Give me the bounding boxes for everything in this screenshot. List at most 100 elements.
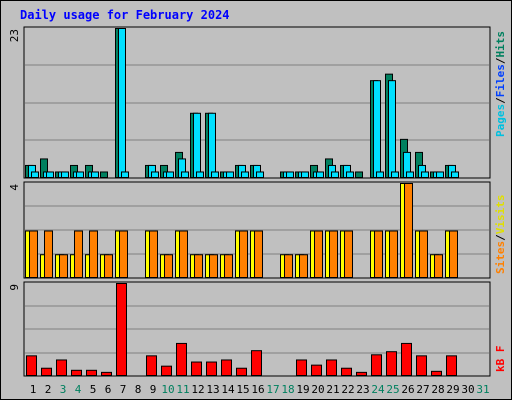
x-tick-label-day-15: 15 [236,383,249,396]
bar-kbytes-day-28 [431,370,442,377]
bar-kbytes-day-29 [446,355,457,377]
bar-pages-day-24 [376,171,384,178]
x-tick-label-day-25: 25 [386,383,399,396]
legend-entry: Sites [494,241,507,274]
bar-hits-day-23 [355,171,363,178]
bar-sites-day-25 [389,230,398,278]
bar-pages-day-3 [61,171,69,178]
bar-pages-day-21 [331,171,339,178]
y-max-label-kbytes: 9 [8,284,21,291]
bar-sites-day-29 [449,230,458,278]
bar-kbytes-day-9 [146,355,157,377]
bar-pages-day-5 [91,171,99,178]
bar-kbytes-day-13 [206,361,217,376]
bar-kbytes-day-6 [101,371,112,377]
bar-kbytes-day-10 [161,365,172,376]
legend-entry: kB F [494,346,507,373]
bar-sites-day-26 [404,183,413,278]
bar-kbytes-day-25 [386,351,397,377]
y-max-label-visits-sites: 4 [8,184,21,191]
legend-entry: Pages [494,104,507,137]
bar-sites-day-9 [149,230,158,278]
bar-kbytes-day-24 [371,354,382,376]
bar-pages-day-19 [301,171,309,178]
legend-entry: Visits [494,195,507,235]
bar-sites-day-16 [254,230,263,278]
legend-pages-files-hits: Pages/Files/Hits [494,31,507,137]
bar-kbytes-day-11 [176,342,187,376]
bar-sites-day-15 [239,230,248,278]
bar-sites-day-22 [344,230,353,278]
legend-entry: / [494,97,507,104]
x-tick-label-day-14: 14 [221,383,235,396]
bar-kbytes-day-20 [311,364,322,376]
bar-pages-day-7 [121,171,129,178]
bar-kbytes-day-26 [401,342,412,376]
bar-kbytes-day-22 [341,367,352,377]
bar-pages-day-4 [76,171,84,178]
bar-files-day-24 [373,80,381,178]
bar-pages-day-27 [421,171,429,178]
x-tick-label-day-7: 7 [120,383,127,396]
bar-pages-day-16 [256,171,264,178]
bar-pages-day-20 [316,171,324,178]
bar-sites-day-24 [374,230,383,278]
bar-pages-day-2 [46,171,54,178]
bar-sites-day-14 [224,254,233,278]
bar-pages-day-12 [196,171,204,178]
x-tick-label-day-8: 8 [135,383,142,396]
x-tick-label-day-23: 23 [356,383,369,396]
bar-sites-day-12 [194,254,203,278]
bar-pages-day-11 [181,171,189,178]
bar-kbytes-day-2 [41,367,52,377]
bar-hits-day-6 [100,171,108,178]
x-tick-label-day-27: 27 [416,383,429,396]
legend-visits-sites: Sites/Visits [494,195,507,275]
legend-entry: Files [494,64,507,97]
bar-kbytes-day-12 [191,361,202,376]
bar-sites-day-3 [59,254,68,278]
x-tick-label-day-12: 12 [191,383,204,396]
x-tick-label-day-10: 10 [161,383,174,396]
bar-kbytes-day-16 [251,350,262,376]
x-tick-label-day-24: 24 [371,383,385,396]
bar-files-day-7 [118,28,126,178]
x-tick-label-day-5: 5 [90,383,97,396]
bar-sites-day-7 [119,230,128,278]
bar-sites-day-27 [419,230,428,278]
bar-kbytes-day-27 [416,355,427,377]
legend-entry: Hits [494,31,507,58]
bar-files-day-25 [388,80,396,178]
legend-entry: / [494,57,507,64]
bar-sites-day-10 [164,254,173,278]
bar-files-day-12 [193,112,201,178]
bar-pages-day-25 [391,171,399,178]
bar-sites-day-1 [29,230,38,278]
bar-pages-day-9 [151,171,159,178]
bar-sites-day-20 [314,230,323,278]
bar-sites-day-5 [89,230,98,278]
bar-pages-day-13 [211,171,219,178]
x-tick-label-day-26: 26 [401,383,414,396]
bar-pages-day-10 [166,171,174,178]
bar-kbytes-day-23 [356,371,367,377]
x-tick-label-day-3: 3 [60,383,67,396]
bar-pages-day-14 [226,171,234,178]
bar-kbytes-day-21 [326,359,337,377]
bar-sites-day-19 [299,254,308,278]
x-tick-label-day-21: 21 [326,383,339,396]
bar-sites-day-13 [209,254,218,278]
bar-sites-day-11 [179,230,188,278]
bar-kbytes-day-14 [221,359,232,377]
bar-sites-day-28 [434,254,443,278]
bar-kbytes-day-15 [236,367,247,377]
bar-pages-day-22 [346,171,354,178]
x-tick-label-day-29: 29 [446,383,459,396]
bar-sites-day-18 [284,254,293,278]
bar-pages-day-28 [436,171,444,178]
legend-entry: / [494,234,507,241]
x-tick-label-day-2: 2 [45,383,52,396]
x-tick-label-day-1: 1 [30,383,37,396]
x-tick-label-day-18: 18 [281,383,294,396]
